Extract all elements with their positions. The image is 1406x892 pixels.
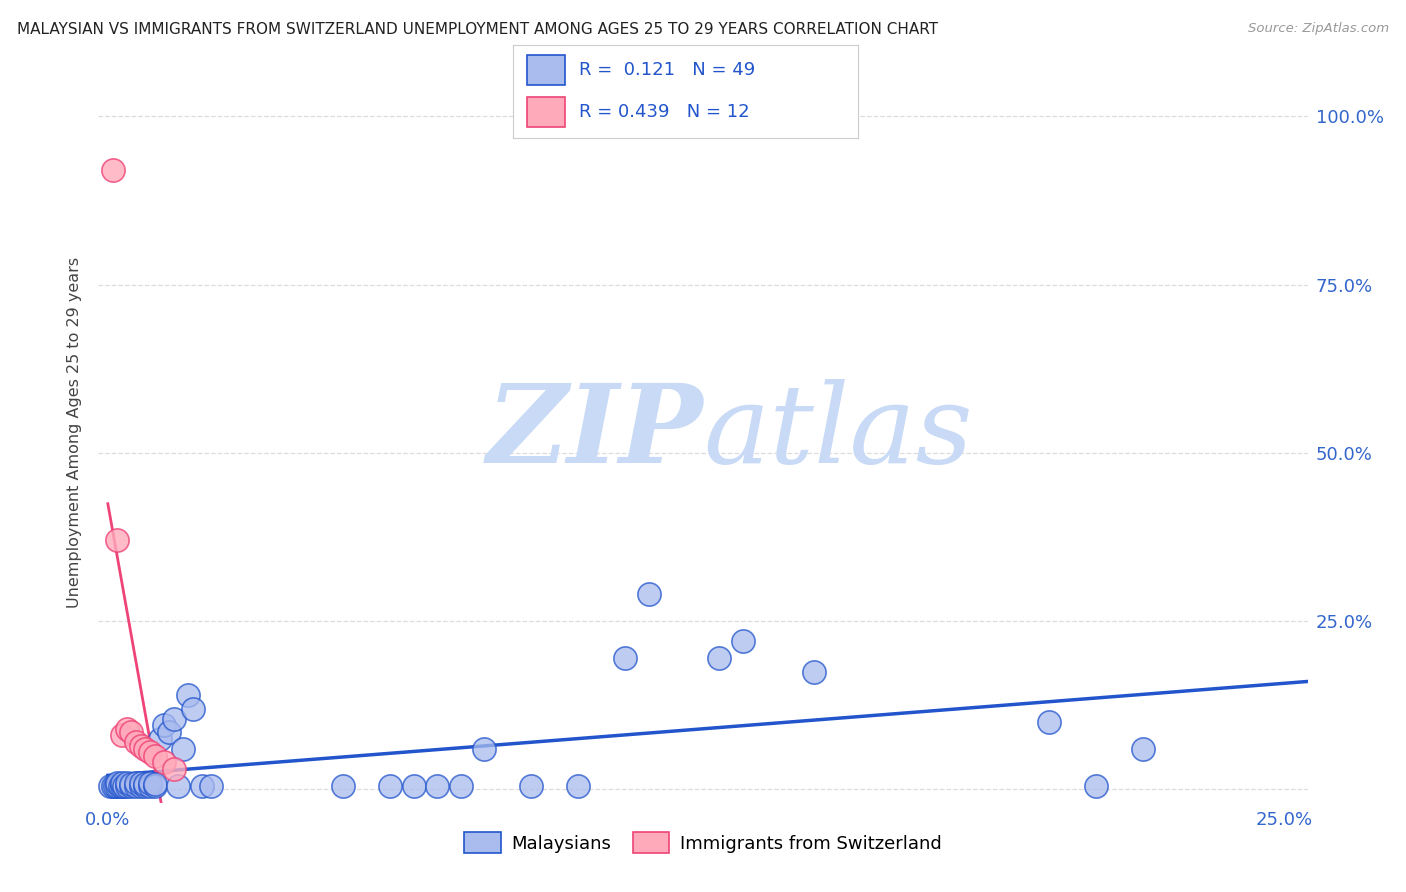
Point bbox=[709, 651, 731, 665]
Text: ZIP: ZIP bbox=[486, 379, 703, 486]
Point bbox=[153, 718, 176, 732]
Point bbox=[120, 777, 142, 791]
Point bbox=[149, 731, 172, 746]
Point bbox=[134, 777, 156, 791]
Point bbox=[111, 729, 134, 743]
Point bbox=[567, 779, 589, 793]
Point bbox=[120, 725, 142, 739]
Point bbox=[402, 779, 425, 793]
Point bbox=[803, 665, 825, 679]
Point bbox=[101, 779, 124, 793]
Text: MALAYSIAN VS IMMIGRANTS FROM SWITZERLAND UNEMPLOYMENT AMONG AGES 25 TO 29 YEARS : MALAYSIAN VS IMMIGRANTS FROM SWITZERLAND… bbox=[17, 22, 938, 37]
Point bbox=[98, 779, 121, 793]
Point bbox=[105, 779, 128, 793]
Point bbox=[157, 725, 180, 739]
Point bbox=[1084, 779, 1107, 793]
Point bbox=[101, 163, 124, 178]
Point bbox=[200, 779, 222, 793]
Point bbox=[181, 701, 204, 715]
Point bbox=[1038, 714, 1060, 729]
Point bbox=[125, 775, 148, 789]
Point bbox=[139, 779, 162, 793]
Point bbox=[111, 779, 134, 793]
Point bbox=[472, 742, 495, 756]
FancyBboxPatch shape bbox=[527, 55, 565, 85]
Point bbox=[177, 688, 200, 702]
Point bbox=[163, 762, 186, 776]
Point bbox=[638, 587, 661, 601]
Point bbox=[112, 779, 135, 793]
Point bbox=[125, 735, 148, 749]
Point bbox=[614, 651, 637, 665]
Point bbox=[167, 779, 190, 793]
Point bbox=[125, 779, 148, 793]
Point bbox=[378, 779, 401, 793]
Y-axis label: Unemployment Among Ages 25 to 29 years: Unemployment Among Ages 25 to 29 years bbox=[67, 257, 83, 608]
FancyBboxPatch shape bbox=[527, 97, 565, 127]
Point bbox=[120, 779, 142, 793]
Point bbox=[450, 779, 472, 793]
Text: Source: ZipAtlas.com: Source: ZipAtlas.com bbox=[1249, 22, 1389, 36]
Text: R = 0.439   N = 12: R = 0.439 N = 12 bbox=[579, 103, 749, 121]
Point bbox=[111, 775, 134, 789]
Point bbox=[129, 739, 152, 753]
Point bbox=[105, 775, 128, 789]
Legend: Malaysians, Immigrants from Switzerland: Malaysians, Immigrants from Switzerland bbox=[457, 825, 949, 861]
Point bbox=[115, 779, 138, 793]
Point bbox=[143, 779, 166, 793]
Text: R =  0.121   N = 49: R = 0.121 N = 49 bbox=[579, 61, 755, 78]
Point bbox=[143, 748, 166, 763]
Point bbox=[104, 779, 127, 793]
Point bbox=[332, 779, 354, 793]
Point bbox=[134, 779, 156, 793]
Point bbox=[426, 779, 449, 793]
Point bbox=[143, 777, 166, 791]
Point bbox=[172, 742, 194, 756]
Point bbox=[105, 533, 128, 548]
Point bbox=[153, 756, 176, 770]
Point bbox=[115, 722, 138, 736]
Point bbox=[1132, 742, 1154, 756]
Point bbox=[129, 779, 152, 793]
Point bbox=[129, 775, 152, 789]
Point bbox=[520, 779, 543, 793]
Point bbox=[731, 634, 754, 648]
Point bbox=[163, 712, 186, 726]
Point bbox=[115, 775, 138, 789]
Text: atlas: atlas bbox=[703, 379, 973, 486]
Point bbox=[191, 779, 214, 793]
Point bbox=[134, 742, 156, 756]
Point bbox=[139, 745, 162, 759]
Point bbox=[108, 779, 131, 793]
Point bbox=[139, 775, 162, 789]
